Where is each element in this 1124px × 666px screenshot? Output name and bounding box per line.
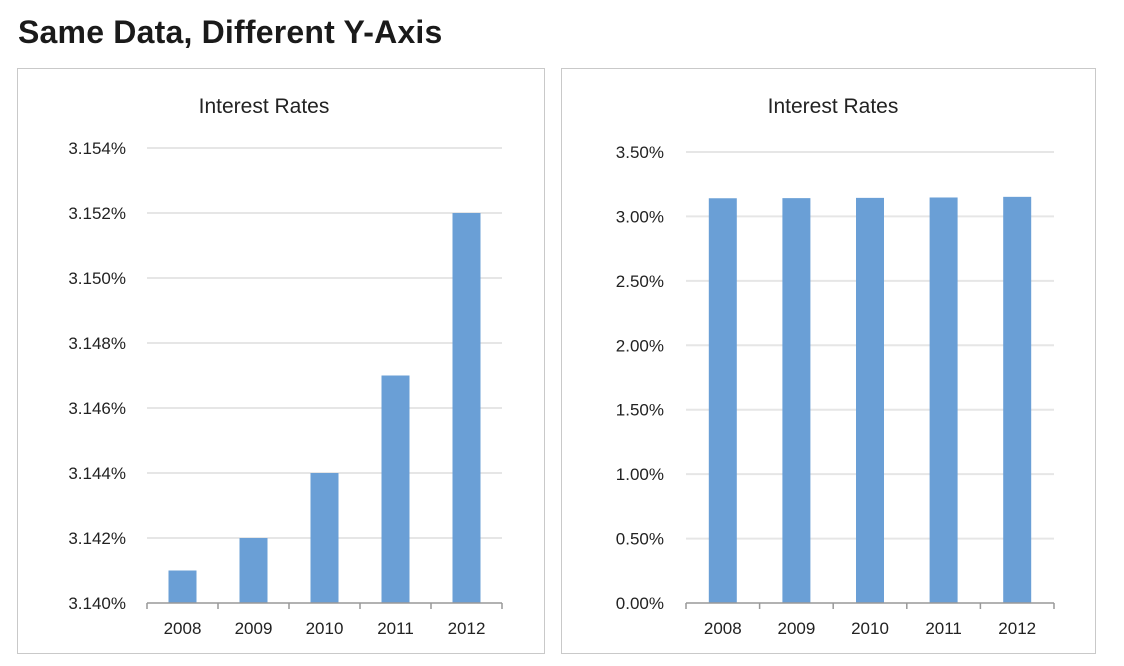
bar-2012 [1003,196,1032,603]
bar-chart-zoomed-axis: Interest Rates 3.140% 3.142% 3.144% 3.146% 3.… [68,95,503,638]
x-tick-label: 2008 [704,619,742,638]
x-tick-label: 2009 [777,619,815,638]
bar-2010 [856,197,884,603]
y-tick-label: 3.154% [68,139,126,158]
bar-2011 [929,197,958,603]
y-tick-label: 3.50% [616,143,664,162]
x-tick-label: 2010 [306,619,344,638]
y-tick-label: 3.146% [68,399,126,418]
y-tick-label: 3.140% [68,594,126,613]
y-tick-label: 3.152% [68,204,126,223]
x-tick-label: 2012 [448,619,486,638]
y-tick-label: 2.00% [616,336,664,355]
y-tick-label: 1.50% [616,401,664,420]
y-tick-label: 0.00% [616,594,664,613]
x-tick-label: 2011 [925,619,962,638]
bar-2010 [310,473,339,603]
x-tick-label: 2008 [164,619,202,638]
y-tick-label: 1.00% [616,465,664,484]
x-tick-label: 2009 [235,619,273,638]
y-tick-label: 0.50% [616,530,664,549]
bar-2009 [239,538,268,603]
y-tick-label: 3.00% [616,207,664,226]
chart-title: Interest Rates [768,95,899,118]
bar-2008 [168,570,197,603]
x-tick-label: 2012 [998,619,1036,638]
chart-panel-zoomed-axis: Interest Rates 3.140% 3.142% 3.144% 3.146% 3.… [17,68,545,654]
chart-panel-zero-based-axis: Interest Rates 0.00% 0.50% 1.00% 1.50% 2.00% 2… [561,68,1096,654]
bar-chart-zero-based-axis: Interest Rates 0.00% 0.50% 1.00% 1.50% 2.00% 2… [616,95,1055,638]
x-tick-label: 2010 [851,619,889,638]
x-tick-label: 2011 [377,619,414,638]
y-tick-label: 3.148% [68,334,126,353]
page-title: Same Data, Different Y-Axis [18,14,443,50]
y-tick-label: 3.142% [68,529,126,548]
chart-title: Interest Rates [199,95,330,118]
bar-2008 [708,198,737,604]
bar-2009 [782,198,811,603]
y-tick-label: 3.144% [68,464,126,483]
y-tick-label: 2.50% [616,272,664,291]
y-tick-label: 3.150% [68,269,126,288]
bar-2011 [381,375,410,603]
bar-2012 [452,213,481,603]
